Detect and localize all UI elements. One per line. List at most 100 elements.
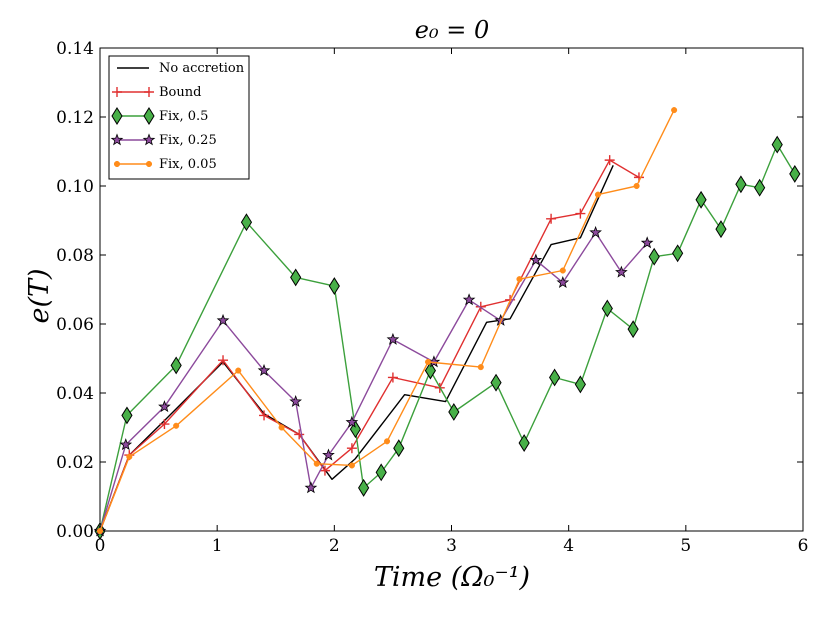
- data-point-fix-0-05: [348, 462, 355, 469]
- data-point-fix-0-25: [216, 313, 230, 326]
- data-point-fix-0-25: [289, 394, 302, 407]
- chart-title: e₀ = 0: [415, 16, 489, 44]
- data-point-fix-0-05: [235, 367, 242, 374]
- legend-entry-fix-0-05: Fix, 0.05: [113, 157, 217, 172]
- y-tick-label: 0.06: [56, 315, 94, 335]
- legend-entry-bound: Bound: [112, 85, 201, 100]
- legend-label: No accretion: [159, 61, 245, 76]
- data-point-fix-0-25: [556, 275, 570, 288]
- data-point-fix-0-5: [424, 361, 436, 380]
- data-point-fix-0-25: [345, 415, 359, 428]
- data-point-bound: [294, 429, 305, 440]
- data-point-fix-0-25: [386, 332, 400, 345]
- legend-marker: [144, 87, 154, 97]
- data-point-fix-0-5: [349, 420, 362, 439]
- x-tick-label: 2: [329, 536, 340, 556]
- data-point-fix-0-25: [304, 481, 318, 494]
- legend-entry-fix-0-5: Fix, 0.5: [111, 107, 208, 125]
- data-point-fix-0-5: [627, 320, 639, 339]
- x-tick-label: 5: [680, 536, 691, 556]
- data-point-fix-0-05: [126, 453, 133, 460]
- y-tick-label: 0.02: [56, 453, 94, 473]
- legend-label: Bound: [159, 85, 201, 100]
- data-point-bound: [575, 208, 586, 219]
- data-point-bound: [159, 419, 170, 430]
- series-fix-0-25: [93, 225, 654, 537]
- data-point-fix-0-5: [375, 463, 387, 482]
- series-fix-0-5: [94, 135, 801, 540]
- data-point-fix-0-5: [715, 220, 727, 239]
- data-point-fix-0-05: [425, 358, 432, 366]
- data-point-fix-0-5: [290, 268, 302, 287]
- data-point-fix-0-05: [594, 191, 602, 198]
- series-line-bound: [99, 159, 640, 532]
- data-point-fix-0-25: [589, 225, 602, 238]
- data-point-fix-0-25: [322, 448, 335, 461]
- data-point-fix-0-5: [393, 439, 405, 458]
- data-point-fix-0-5: [549, 368, 561, 387]
- data-point-bound: [319, 465, 330, 476]
- data-point-bound: [346, 443, 357, 454]
- data-point-fix-0-5: [490, 373, 502, 392]
- series-line-no-accretion: [99, 165, 614, 532]
- data-point-fix-0-25: [615, 265, 628, 278]
- y-tick-label: 0.14: [56, 39, 94, 59]
- legend-marker: [111, 107, 123, 125]
- x-tick-label: 4: [563, 536, 574, 556]
- x-axis-label: Time (Ω₀⁻¹): [374, 562, 530, 593]
- data-point-fix-0-5: [518, 434, 530, 452]
- data-point-fix-0-05: [671, 107, 678, 114]
- legend-marker: [112, 87, 122, 97]
- data-point-fix-0-05: [278, 424, 285, 431]
- data-point-fix-0-05: [516, 276, 523, 283]
- data-point-fix-0-5: [648, 247, 660, 266]
- data-point-fix-0-5: [170, 356, 182, 375]
- legend-marker: [143, 107, 155, 125]
- data-point-bound: [546, 213, 557, 224]
- series-no-accretion: [99, 165, 614, 532]
- y-tick-label: 0.04: [56, 384, 94, 404]
- legend-marker: [110, 133, 124, 146]
- data-point-fix-0-25: [158, 400, 171, 413]
- data-point-fix-0-25: [257, 363, 271, 376]
- data-point-fix-0-05: [559, 267, 566, 274]
- data-point-fix-0-25: [640, 236, 654, 249]
- y-tick-label: 0.08: [56, 246, 94, 266]
- series-line-fix-0-25: [99, 231, 648, 532]
- x-tick-label: 6: [798, 536, 809, 556]
- legend: No accretion Bound Fix, 0.5 Fix, 0.25 Fix, 0…: [108, 55, 250, 180]
- data-point-fix-0-5: [574, 375, 586, 394]
- y-axis-label: e(T): [24, 268, 55, 323]
- data-point-fix-0-5: [672, 244, 684, 263]
- data-point-fix-0-25: [529, 253, 543, 266]
- x-tick-label: 1: [212, 536, 223, 556]
- data-point-fix-0-5: [735, 175, 747, 194]
- y-tick-label: 0.10: [56, 177, 94, 197]
- data-point-bound: [218, 355, 229, 366]
- data-point-fix-0-5: [240, 213, 253, 232]
- plot-area: 0 1 2 3 4 5 6 0.00 0.02 0.04 0.06 0.08 0.10 0.12 0.14 N…: [56, 39, 808, 556]
- data-point-fix-0-05: [633, 182, 640, 190]
- data-point-fix-0-5: [695, 190, 707, 209]
- legend-marker: [142, 133, 156, 146]
- series-line-fix-0-5: [99, 143, 796, 532]
- data-point-fix-0-5: [358, 478, 370, 497]
- legend-label: Fix, 0.05: [159, 157, 217, 172]
- series-fix-0-05: [96, 107, 678, 535]
- data-point-fix-0-5: [328, 277, 340, 295]
- legend-entry-fix-0-25: Fix, 0.25: [110, 133, 217, 148]
- data-point-fix-0-25: [462, 293, 476, 306]
- series-bound: [95, 155, 644, 536]
- data-point-fix-0-05: [96, 527, 104, 535]
- data-point-fix-0-05: [477, 364, 484, 371]
- legend-marker: [145, 160, 153, 168]
- x-tick-label: 0: [95, 536, 106, 556]
- legend-entry-no-accretion: No accretion: [117, 61, 245, 76]
- y-tick-label: 0.00: [56, 522, 94, 542]
- y-tick-label: 0.12: [56, 108, 94, 128]
- data-point-fix-0-5: [771, 135, 783, 154]
- legend-label: Fix, 0.5: [159, 109, 208, 124]
- data-point-fix-0-05: [173, 422, 180, 429]
- data-point-fix-0-5: [754, 178, 766, 197]
